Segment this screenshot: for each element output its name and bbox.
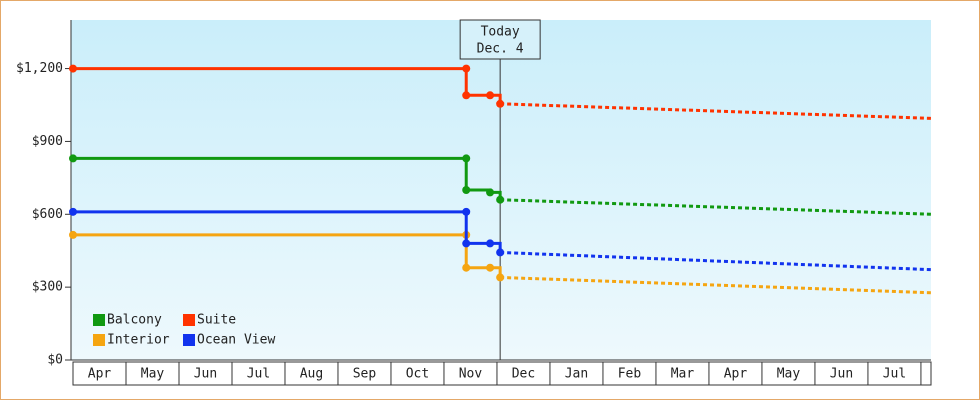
price-point	[486, 239, 495, 248]
price-point	[462, 186, 471, 194]
x-tick-label: Dec	[512, 367, 535, 382]
legend-swatch	[93, 334, 105, 346]
legend-label: Balcony	[107, 313, 162, 328]
legend-label: Ocean View	[197, 333, 275, 348]
x-tick-label: Jun	[194, 367, 217, 382]
price-point	[69, 230, 77, 239]
price-point	[462, 239, 471, 248]
y-tick-label: $0	[47, 353, 63, 368]
price-point	[496, 99, 505, 108]
today-box	[459, 19, 541, 60]
x-tick-label: Mar	[671, 367, 695, 382]
y-tick-label: $1,200	[16, 61, 63, 76]
price-point	[486, 188, 495, 197]
y-tick-label: $300	[32, 280, 63, 295]
forecast-line	[500, 102, 932, 120]
x-tick-label: Aug	[300, 367, 323, 382]
x-tick-label: May	[141, 367, 165, 382]
price-line	[73, 210, 502, 253]
plot-area	[71, 20, 931, 360]
price-point	[462, 154, 471, 163]
price-point	[486, 91, 495, 100]
price-point	[496, 273, 505, 282]
legend-label: Suite	[197, 313, 236, 328]
y-tick-label: $600	[32, 207, 63, 222]
x-tick-label: Feb	[618, 367, 642, 382]
x-tick-label: Apr	[724, 367, 748, 382]
price-point	[496, 195, 505, 204]
x-tick-label: Jul	[883, 367, 906, 382]
today-label: Today	[481, 25, 520, 40]
forecast-line	[500, 250, 932, 272]
price-point	[69, 207, 77, 216]
y-tick-label: $900	[32, 134, 63, 149]
x-tick-label: Apr	[88, 367, 112, 382]
price-point	[462, 64, 471, 73]
legend-label: Interior	[107, 333, 170, 348]
price-point	[69, 64, 77, 73]
price-line	[73, 233, 502, 278]
price-point	[462, 207, 471, 216]
x-tick-label: Jun	[830, 367, 853, 382]
price-line	[73, 67, 502, 104]
forecast-line	[500, 198, 932, 216]
x-axis-band	[72, 361, 932, 386]
today-label: Dec. 4	[477, 42, 524, 57]
x-tick-label: Sep	[353, 367, 377, 382]
legend-swatch	[183, 334, 195, 346]
price-point	[496, 248, 505, 257]
price-point	[462, 263, 471, 272]
x-tick-label: Oct	[406, 367, 429, 382]
price-point	[69, 154, 77, 163]
x-tick-label: Nov	[459, 367, 483, 382]
x-tick-label: Jan	[565, 367, 588, 382]
forecast-line	[500, 275, 932, 295]
x-tick-label: May	[777, 367, 801, 382]
price-point	[462, 91, 471, 100]
legend-swatch	[93, 314, 105, 326]
x-tick-label: Jul	[247, 367, 270, 382]
legend-swatch	[183, 314, 195, 326]
price-point	[486, 263, 495, 272]
